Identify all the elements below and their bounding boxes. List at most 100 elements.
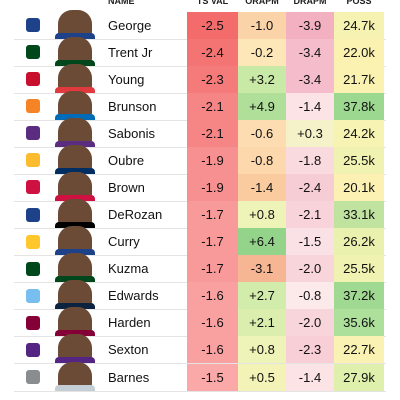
stat-cell: 20.1k (334, 173, 384, 201)
stat-cell: +0.8 (238, 336, 286, 364)
player-jersey (55, 303, 95, 310)
player-name: George (108, 17, 152, 33)
stat-cell: 25.5k (334, 146, 384, 174)
stat-cell: -0.8 (238, 146, 286, 174)
player-name: Barnes (108, 369, 150, 385)
stat-cell: -3.9 (286, 11, 334, 39)
team-logo (26, 370, 40, 385)
stat-cell: 24.2k (334, 119, 384, 147)
column-header: POSS (346, 0, 372, 6)
stat-cell: +0.8 (238, 201, 286, 229)
column-header: ORAPM (245, 0, 279, 6)
player-photo (58, 171, 92, 198)
stat-cell: -1.9 (187, 146, 238, 174)
player-jersey (55, 32, 95, 39)
stat-cell: 24.7k (334, 11, 384, 39)
player-name: Sexton (108, 342, 149, 358)
column-header: DRAPM (293, 0, 327, 6)
player-jersey (55, 222, 95, 229)
stat-cell: +2.7 (238, 282, 286, 310)
stat-cell: -1.7 (187, 228, 238, 256)
player-name: DeRozan (108, 207, 163, 223)
player-name: Brunson (108, 98, 157, 114)
player-name: Curry (108, 234, 140, 250)
stat-cell: 37.2k (334, 282, 384, 310)
player-jersey (55, 249, 95, 256)
stat-cell: -2.1 (187, 92, 238, 120)
team-logo (26, 288, 40, 303)
player-jersey (55, 59, 95, 66)
team-logo (26, 180, 40, 195)
stat-cell: +6.4 (238, 228, 286, 256)
stat-cell: 22.7k (334, 336, 384, 364)
stat-cell: +0.3 (286, 119, 334, 147)
stat-cell: -0.6 (238, 119, 286, 147)
player-jersey (55, 330, 95, 337)
stat-cell: 25.5k (334, 255, 384, 283)
stat-cell: -1.7 (187, 201, 238, 229)
stat-cell: -1.4 (286, 92, 334, 120)
stat-cell: -1.4 (286, 363, 334, 391)
player-jersey (55, 167, 95, 174)
stat-cell: -2.3 (286, 336, 334, 364)
player-photo (58, 90, 92, 117)
team-logo (26, 126, 40, 141)
player-name: Kuzma (108, 261, 149, 277)
team-logo (26, 342, 40, 357)
stat-cell: -2.5 (187, 11, 238, 39)
stat-cell: +0.5 (238, 363, 286, 391)
stat-cell: -2.4 (187, 38, 238, 66)
stat-cell: +4.9 (238, 92, 286, 120)
team-logo (26, 18, 40, 32)
player-jersey (55, 86, 95, 93)
stat-cell: 21.7k (334, 65, 384, 93)
stat-cell: -3.4 (286, 38, 334, 66)
stat-cell: 27.9k (334, 363, 384, 391)
stat-cell: -1.6 (187, 282, 238, 310)
player-photo (58, 280, 92, 307)
player-jersey (55, 384, 95, 391)
player-photo (58, 144, 92, 171)
team-logo (26, 153, 40, 168)
stat-cell: -1.6 (187, 309, 238, 337)
stat-cell: -2.4 (286, 173, 334, 201)
stat-cell: 33.1k (334, 201, 384, 229)
player-photo (58, 63, 92, 90)
player-photo (58, 226, 92, 253)
stat-cell: -2.0 (286, 255, 334, 283)
team-logo (26, 315, 40, 330)
player-jersey (55, 357, 95, 364)
row-divider (14, 390, 386, 392)
stat-cell: -1.8 (286, 146, 334, 174)
player-jersey (55, 113, 95, 120)
player-name: Edwards (108, 288, 159, 304)
stat-cell: -1.9 (187, 173, 238, 201)
player-name: Brown (108, 179, 145, 195)
column-header: NAME (108, 0, 135, 6)
player-photo (58, 117, 92, 144)
stat-cell: -0.2 (238, 38, 286, 66)
stat-cell: -2.3 (187, 65, 238, 93)
stat-cell: -3.4 (286, 65, 334, 93)
column-header: TS VAL (196, 0, 229, 6)
player-name: Young (108, 71, 145, 87)
stat-cell: -2.1 (187, 119, 238, 147)
team-logo (26, 207, 40, 222)
stat-cell: -0.8 (286, 282, 334, 310)
stat-cell: -1.5 (187, 363, 238, 391)
team-logo (26, 99, 40, 114)
player-photo (58, 307, 92, 334)
stat-cell: +2.1 (238, 309, 286, 337)
stat-cell: 22.0k (334, 38, 384, 66)
stat-cell: -1.0 (238, 11, 286, 39)
stat-cell: -1.4 (238, 173, 286, 201)
stat-cell: -2.1 (286, 201, 334, 229)
player-photo (58, 9, 92, 36)
team-logo (26, 72, 40, 87)
player-photo (58, 361, 92, 388)
stat-cell: -1.5 (286, 228, 334, 256)
stat-cell: +3.2 (238, 65, 286, 93)
player-photo (58, 36, 92, 63)
player-name: Trent Jr (108, 44, 153, 60)
